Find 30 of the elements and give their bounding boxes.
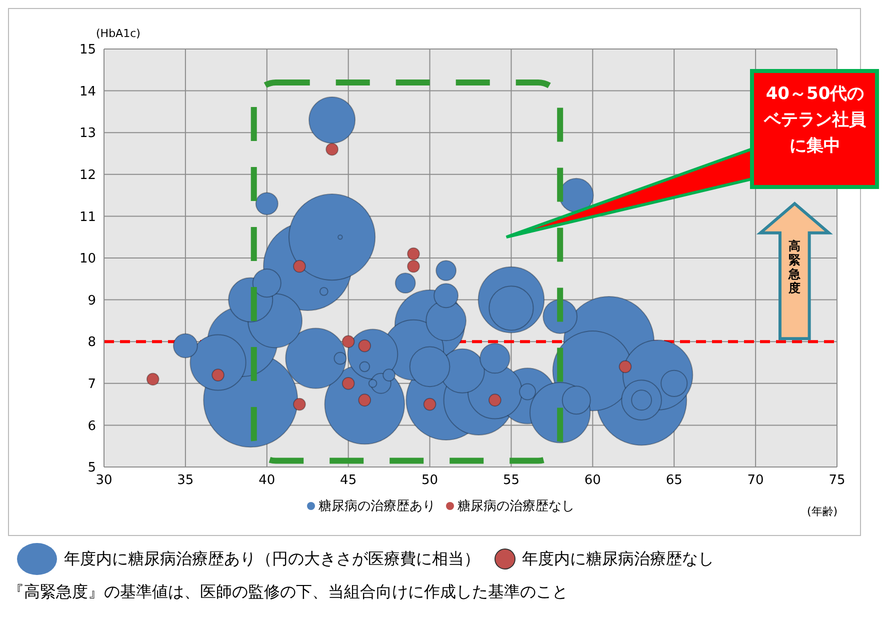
x-tick-label: 30 bbox=[96, 473, 112, 488]
y-tick-label: 10 bbox=[79, 252, 96, 267]
x-tick-label: 45 bbox=[340, 473, 357, 488]
legend-label: 糖尿病の治療歴あり bbox=[318, 499, 436, 514]
y-axis-title: (HbA1c) bbox=[96, 27, 140, 40]
x-tick-label: 60 bbox=[584, 473, 601, 488]
x-tick-label: 50 bbox=[422, 473, 438, 488]
text: 年度内に糖尿病治療歴なし bbox=[522, 548, 714, 570]
y-tick-label: 6 bbox=[88, 418, 96, 434]
x-tick-label: 70 bbox=[747, 473, 764, 488]
x-tick-label: 65 bbox=[666, 473, 682, 488]
y-tick-label: 9 bbox=[88, 293, 96, 308]
annotation: 40～50代のベテラン社員に集中 bbox=[762, 83, 867, 158]
y-tick-label: 12 bbox=[79, 168, 96, 184]
y-tick-label: 8 bbox=[88, 335, 96, 350]
text: 『高緊急度』の基準値は、医師の監修の下、当組合向けに作成した基準のこと bbox=[8, 582, 569, 603]
y-tick-label: 11 bbox=[79, 210, 96, 225]
text: 年度内に糖尿病治療歴あり（円の大きさが医療費に相当） bbox=[64, 548, 480, 570]
x-axis-title: (年齢) bbox=[807, 505, 838, 518]
x-tick-label: 75 bbox=[828, 473, 846, 488]
x-tick-label: 35 bbox=[177, 473, 194, 488]
annotation: 高緊急度 bbox=[788, 239, 802, 296]
y-tick-label: 7 bbox=[88, 377, 96, 392]
y-tick-label: 13 bbox=[79, 126, 96, 142]
y-tick-label: 14 bbox=[79, 84, 96, 100]
y-tick-label: 5 bbox=[88, 460, 96, 476]
legend-label: 糖尿病の治療歴なし bbox=[458, 499, 574, 514]
x-tick-label: 55 bbox=[502, 473, 520, 488]
y-tick-label: 15 bbox=[79, 42, 96, 58]
x-tick-label: 40 bbox=[258, 473, 276, 488]
